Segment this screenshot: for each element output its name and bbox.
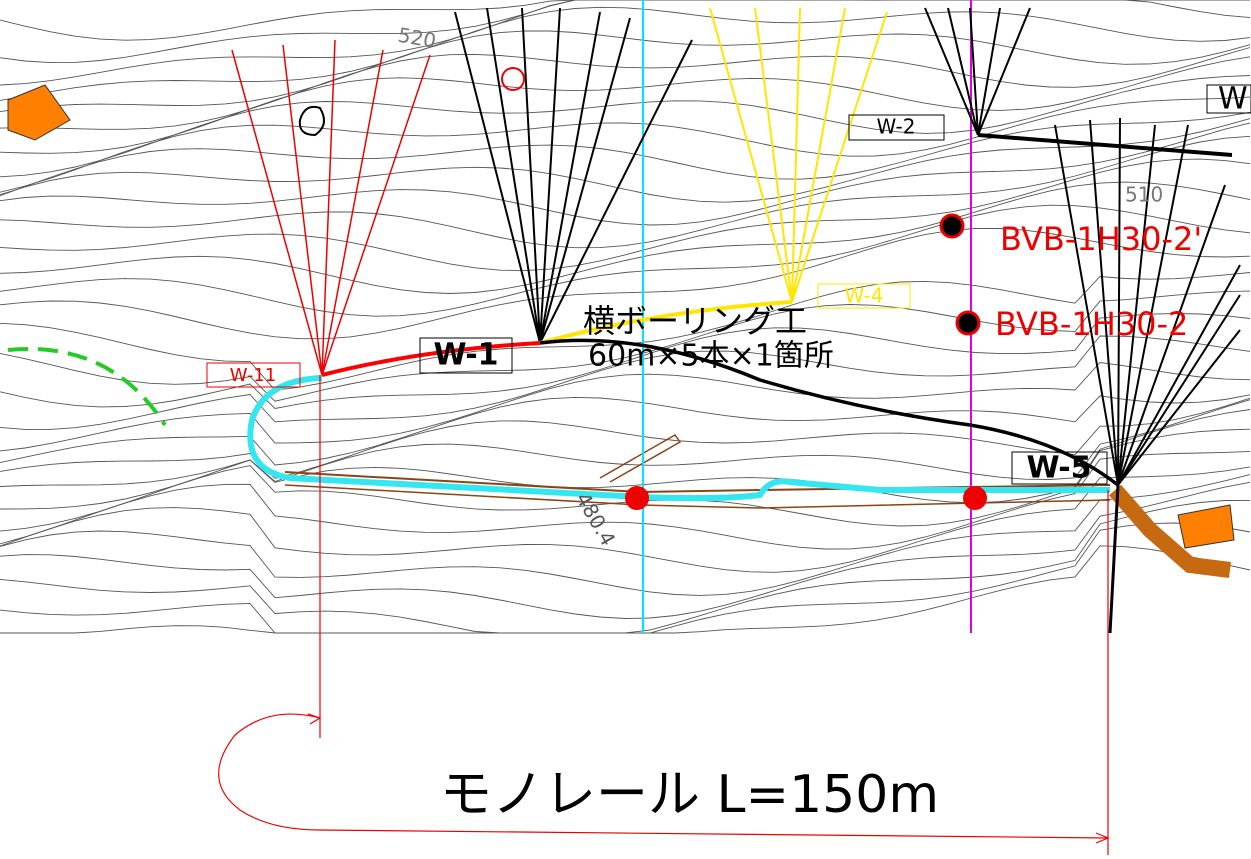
marker bbox=[300, 107, 324, 135]
borehole bbox=[957, 312, 979, 334]
contour-line bbox=[0, 546, 1250, 633]
contour-line bbox=[0, 0, 1250, 63]
building bbox=[8, 85, 70, 140]
box-label: W-11 bbox=[230, 365, 276, 386]
borehole bbox=[941, 215, 963, 237]
fan bbox=[455, 8, 692, 343]
building bbox=[1178, 505, 1234, 548]
contour-label: 510 bbox=[1125, 183, 1163, 207]
box-label: W bbox=[1218, 82, 1248, 117]
fan bbox=[925, 8, 1030, 135]
contour-line bbox=[0, 7, 1250, 100]
annotation: 横ボーリング工 bbox=[583, 302, 807, 340]
contour-label: 520 bbox=[396, 23, 438, 53]
marker bbox=[963, 486, 987, 510]
contour-line bbox=[0, 31, 1250, 112]
fan bbox=[232, 40, 430, 375]
box-label: W-2 bbox=[877, 115, 916, 139]
box-label: W-4 bbox=[845, 284, 884, 308]
borehole-label: BVB-1H30-2' bbox=[1000, 220, 1202, 258]
contour-line bbox=[0, 0, 1250, 85]
box-label: W-1 bbox=[433, 338, 498, 373]
road-edge bbox=[600, 435, 680, 482]
fan bbox=[710, 8, 887, 302]
marker bbox=[625, 486, 649, 510]
drawing: 520 510 480.4 W-11 W-1 W-2 W-4 W-5 W BVB… bbox=[0, 0, 1251, 859]
contour-line bbox=[0, 97, 1250, 192]
contour-line bbox=[0, 500, 1250, 633]
borehole-label: BVB-1H30-2 bbox=[995, 305, 1188, 343]
box-label: W-5 bbox=[1026, 451, 1091, 486]
contour-line bbox=[0, 76, 1250, 177]
monorail-label: モノレール L=150m bbox=[440, 765, 939, 825]
annotation: 60m×5本×1箇所 bbox=[588, 339, 834, 374]
